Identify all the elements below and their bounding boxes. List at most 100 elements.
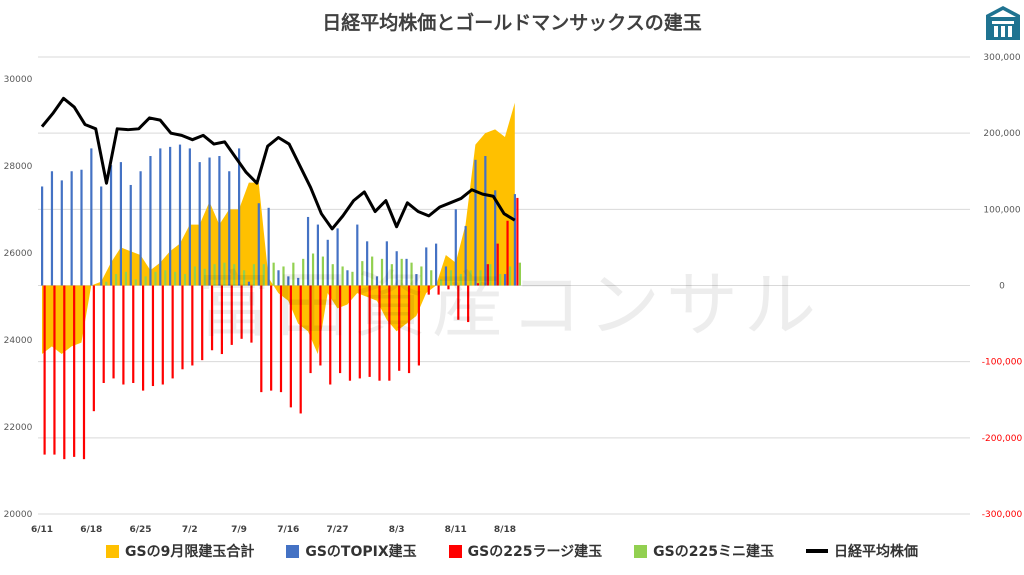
bar-topix xyxy=(336,228,339,286)
bar-mini225 xyxy=(400,258,403,286)
series-line xyxy=(40,96,516,231)
bar-large225 xyxy=(102,285,105,383)
x-tick-label: 8/11 xyxy=(445,525,467,535)
bar-mini225 xyxy=(223,262,226,286)
bar-large225 xyxy=(329,285,332,385)
right-axis-ticks: 300,000 200,000 100,000 0 -100,000 -200,000 -3… xyxy=(982,53,1023,520)
legend-item: GSの9月限建玉合計 xyxy=(106,541,254,561)
bar-mini225 xyxy=(479,270,482,286)
bar-topix xyxy=(454,209,457,286)
bar-large225 xyxy=(82,285,86,460)
legend-label: GSの225ラージ建玉 xyxy=(467,544,603,560)
left-tick-label: 28000 xyxy=(4,162,33,172)
bar-topix xyxy=(159,148,162,286)
bar-mini225 xyxy=(440,279,443,286)
bar-topix xyxy=(375,276,379,286)
x-tick-label: 7/9 xyxy=(231,525,247,535)
right-tick-label: -200,000 xyxy=(982,434,1023,444)
bar-large225 xyxy=(132,285,135,383)
bar-large225 xyxy=(122,285,125,385)
bar-topix xyxy=(415,274,418,286)
bar-large225 xyxy=(73,285,76,457)
bar-large225 xyxy=(279,285,283,393)
right-tick-label: 100,000 xyxy=(983,205,1020,215)
bar-large225 xyxy=(407,285,411,374)
bar-topix xyxy=(277,270,280,286)
x-tick-label: 6/18 xyxy=(80,525,102,535)
bar-large225 xyxy=(181,285,184,370)
bar-topix xyxy=(41,186,44,286)
series-bars xyxy=(41,144,521,460)
bar-topix xyxy=(169,146,172,286)
bar-mini225 xyxy=(213,264,216,286)
bar-topix xyxy=(228,171,231,286)
bar-topix xyxy=(267,207,270,286)
bar-topix xyxy=(100,186,103,286)
bar-large225 xyxy=(496,243,499,286)
legend-item: 日経平均株価 xyxy=(805,541,918,561)
right-tick-label: 200,000 xyxy=(983,129,1020,139)
bar-large225 xyxy=(319,285,322,366)
bar-large225 xyxy=(339,285,342,374)
bar-topix xyxy=(425,247,428,286)
bar-mini225 xyxy=(518,262,521,286)
bar-mini225 xyxy=(449,270,453,286)
left-axis-ticks: 20000 22000 24000 26000 28000 30000 xyxy=(4,75,33,520)
bar-mini225 xyxy=(361,261,364,286)
bar-topix xyxy=(139,171,142,286)
bar-large225 xyxy=(171,285,174,379)
bar-mini225 xyxy=(252,264,256,286)
bar-mini225 xyxy=(302,258,305,286)
legend-swatch-sep-total xyxy=(106,544,120,558)
right-tick-label: 0 xyxy=(999,282,1005,292)
bar-topix xyxy=(149,156,152,286)
bar-topix xyxy=(474,159,477,286)
bar-mini225 xyxy=(420,266,423,286)
bar-topix xyxy=(494,190,497,286)
bar-topix xyxy=(326,239,329,286)
bar-topix xyxy=(316,224,319,286)
bar-topix xyxy=(70,171,73,286)
bar-mini225 xyxy=(164,270,167,286)
line-nikkei xyxy=(40,96,516,231)
bar-topix xyxy=(435,243,438,286)
right-tick-label: -100,000 xyxy=(982,358,1023,368)
bar-topix xyxy=(257,203,260,286)
bar-mini225 xyxy=(105,281,108,286)
bar-mini225 xyxy=(292,262,295,286)
bar-large225 xyxy=(476,283,480,286)
bar-large225 xyxy=(112,285,115,379)
bar-large225 xyxy=(398,285,401,371)
bar-mini225 xyxy=(390,264,393,286)
legend-swatch-mini225 xyxy=(634,544,648,558)
area-sep-total xyxy=(42,102,515,355)
bar-topix xyxy=(109,165,113,286)
bar-large225 xyxy=(358,285,361,379)
bar-large225 xyxy=(427,285,430,295)
bar-mini225 xyxy=(331,264,334,286)
bar-topix xyxy=(287,276,290,286)
bar-large225 xyxy=(348,285,352,381)
bar-topix xyxy=(297,277,300,286)
bar-large225 xyxy=(309,285,312,374)
bar-mini225 xyxy=(282,266,285,286)
bar-mini225 xyxy=(134,279,137,286)
bar-topix xyxy=(119,162,122,286)
bar-mini225 xyxy=(262,264,265,286)
bar-large225 xyxy=(201,285,204,361)
left-tick-label: 22000 xyxy=(4,423,33,433)
right-tick-label: -300,000 xyxy=(982,510,1023,520)
legend: GSの9月限建玉合計 GSのTOPIX建玉 GSの225ラージ建玉 GSの225… xyxy=(0,541,1024,561)
legend-label: GSの9月限建玉合計 xyxy=(125,544,255,560)
bar-mini225 xyxy=(469,270,472,286)
bar-large225 xyxy=(437,285,440,295)
bar-large225 xyxy=(457,285,460,320)
bar-topix xyxy=(129,184,132,286)
bar-topix xyxy=(366,241,369,286)
bar-large225 xyxy=(270,285,273,391)
x-tick-label: 6/25 xyxy=(129,525,151,535)
left-tick-label: 26000 xyxy=(4,249,33,259)
legend-item: GSの225ミニ建玉 xyxy=(634,541,774,561)
bar-large225 xyxy=(230,285,233,345)
